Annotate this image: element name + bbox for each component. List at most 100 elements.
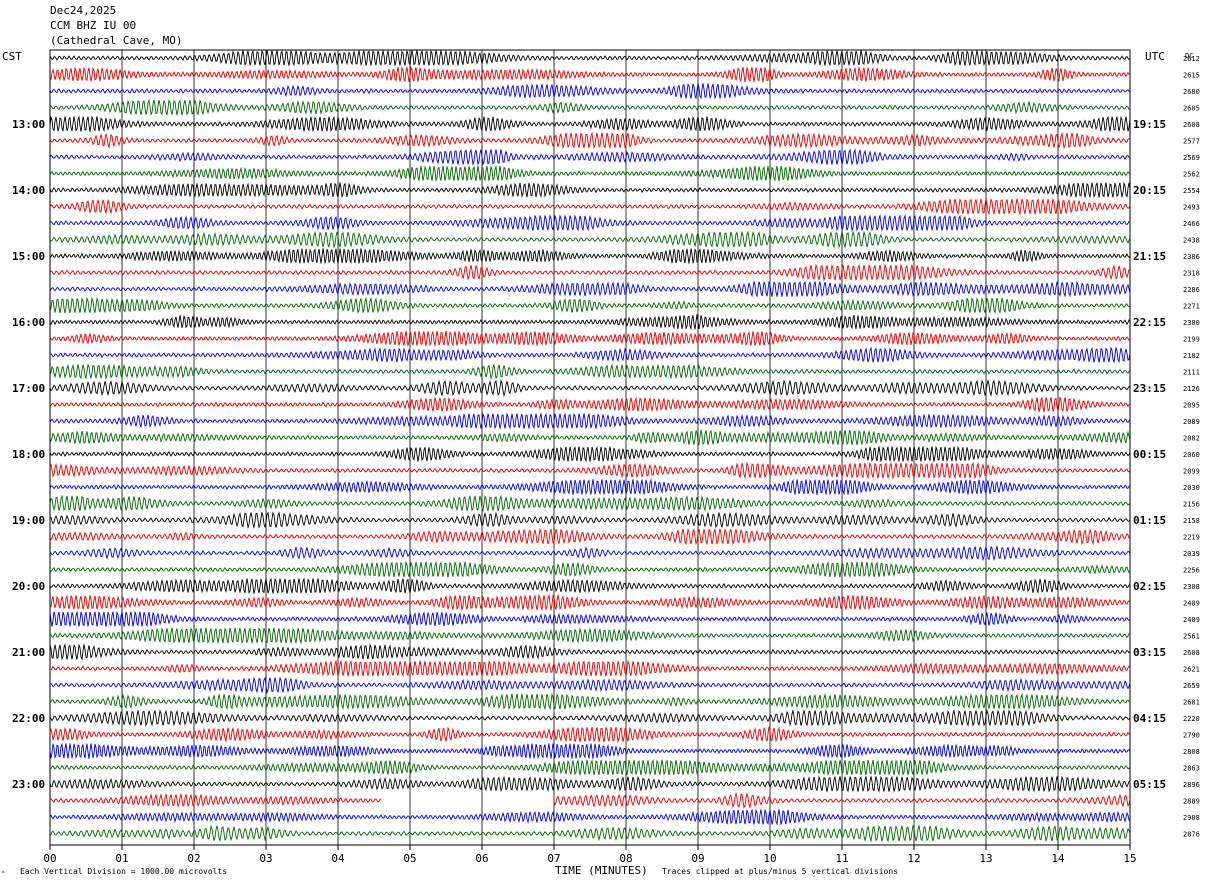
x-tick-label: 11 — [835, 852, 848, 865]
dc-header-label: DC — [1185, 52, 1193, 60]
trace-dc-offset: 2438 — [1183, 237, 1200, 245]
trace-dc-offset: 2318 — [1183, 270, 1200, 278]
location-label: (Cathedral Cave, MO) — [50, 34, 183, 47]
x-tick-label: 13 — [979, 852, 992, 865]
trace-dc-offset: 2466 — [1183, 220, 1200, 228]
trace-dc-offset: 2554 — [1183, 187, 1200, 195]
seismic-trace — [50, 659, 1131, 678]
scale-note: Each Vertical Division = 1000.00 microvo… — [20, 867, 228, 876]
trace-dc-offset: 2876 — [1183, 831, 1200, 839]
trace-dc-offset: 2286 — [1183, 286, 1200, 294]
trace-dc-offset: 2562 — [1183, 171, 1200, 179]
x-tick-label: 08 — [619, 852, 632, 865]
right-hour-label: 01:15 — [1133, 514, 1166, 527]
trace-dc-offset: 2039 — [1183, 550, 1200, 558]
date-label: Dec24,2025 — [50, 4, 117, 17]
right-hour-label: 03:15 — [1133, 646, 1166, 659]
station-label: CCM BHZ IU 00 — [50, 19, 137, 32]
trace-dc-offset: 2409 — [1183, 616, 1200, 624]
trace-dc-offset: 2615 — [1183, 72, 1200, 80]
x-tick-label: 02 — [187, 852, 200, 865]
seismic-trace — [49, 49, 1131, 67]
seismic-trace — [49, 775, 1131, 793]
trace-dc-offset: 2561 — [1183, 633, 1200, 641]
x-tick-label: 14 — [1051, 852, 1065, 865]
left-timezone-label: CST — [2, 50, 22, 63]
left-hour-label: 13:00 — [12, 118, 45, 131]
trace-dc-offset: 2089 — [1183, 418, 1200, 426]
seismic-trace — [49, 560, 1131, 579]
seismic-trace — [49, 708, 1131, 727]
seismic-trace — [49, 181, 1131, 199]
right-hour-label: 05:15 — [1133, 778, 1166, 791]
left-hour-label: 14:00 — [12, 184, 45, 197]
left-hour-label: 22:00 — [12, 712, 45, 725]
trace-dc-offset: 2156 — [1183, 501, 1200, 509]
trace-dc-offset: 2659 — [1183, 682, 1200, 690]
trace-dc-offset: 2889 — [1183, 798, 1200, 806]
trace-dc-offset: 2577 — [1183, 138, 1200, 146]
trace-dc-offset: 2493 — [1183, 204, 1200, 212]
seismic-trace — [49, 248, 1131, 265]
left-hour-label: 21:00 — [12, 646, 45, 659]
right-hour-label: 21:15 — [1133, 250, 1166, 263]
x-axis-title: TIME (MINUTES) — [555, 864, 648, 877]
seismic-trace — [49, 98, 1131, 116]
trace-dc-offset: 2219 — [1183, 534, 1200, 542]
trace-dc-offset: 2608 — [1183, 649, 1200, 657]
seismic-trace — [49, 742, 1131, 760]
trace-dc-offset: 2271 — [1183, 303, 1200, 311]
trace-dc-offset: 2220 — [1183, 715, 1200, 723]
seismic-trace — [49, 83, 1131, 100]
seismic-trace — [49, 692, 1131, 711]
seismic-trace — [49, 346, 1131, 364]
right-hour-label: 20:15 — [1133, 184, 1166, 197]
seismic-trace — [49, 758, 1131, 776]
seismic-trace — [49, 115, 1131, 133]
x-tick-label: 04 — [331, 852, 345, 865]
right-hour-label: 04:15 — [1133, 712, 1166, 725]
seismic-trace — [49, 792, 382, 808]
seismic-trace — [49, 577, 1131, 594]
seismic-trace — [49, 214, 1131, 232]
seismic-trace — [49, 511, 1131, 530]
seismic-trace — [49, 296, 1131, 315]
trace-dc-offset: 2082 — [1183, 435, 1200, 443]
seismic-trace — [49, 131, 1131, 150]
trace-dc-offset: 2256 — [1183, 567, 1200, 575]
right-hour-label: 23:15 — [1133, 382, 1166, 395]
seismic-trace — [49, 494, 1131, 513]
seismic-trace — [49, 593, 1131, 612]
trace-dc-offset: 2060 — [1183, 451, 1200, 459]
seismic-trace — [49, 824, 1131, 843]
trace-dc-offset: 2569 — [1183, 154, 1200, 162]
trace-dc-offset: 2030 — [1183, 484, 1200, 492]
trace-dc-offset: 2308 — [1183, 583, 1200, 591]
x-tick-label: 05 — [403, 852, 416, 865]
x-tick-label: 03 — [259, 852, 272, 865]
seismic-trace — [49, 676, 1131, 695]
seismic-trace — [49, 314, 1131, 331]
seismic-trace — [49, 726, 1131, 744]
trace-dc-offset: 2199 — [1183, 336, 1200, 344]
trace-dc-offset: 2099 — [1183, 468, 1200, 476]
seismic-trace — [49, 808, 1131, 826]
trace-dc-offset: 2111 — [1183, 369, 1200, 377]
trace-layer — [49, 49, 1131, 843]
left-hour-label: 17:00 — [12, 382, 45, 395]
right-timezone-label: UTC — [1145, 50, 1165, 63]
seismic-trace — [49, 263, 1131, 282]
x-tick-label: 00 — [43, 852, 56, 865]
seismic-trace — [49, 197, 1131, 216]
corner-mark: ⌃ — [1, 870, 6, 878]
x-tick-label: 15 — [1123, 852, 1136, 865]
x-tick-label: 07 — [547, 852, 560, 865]
right-hour-label: 19:15 — [1133, 118, 1166, 131]
left-hour-label: 16:00 — [12, 316, 45, 329]
right-hour-label: 02:15 — [1133, 580, 1166, 593]
trace-dc-offset: 2612 — [1183, 55, 1200, 63]
x-tick-label: 01 — [115, 852, 128, 865]
trace-dc-offset: 2908 — [1183, 814, 1200, 822]
seismic-trace — [49, 165, 1131, 182]
